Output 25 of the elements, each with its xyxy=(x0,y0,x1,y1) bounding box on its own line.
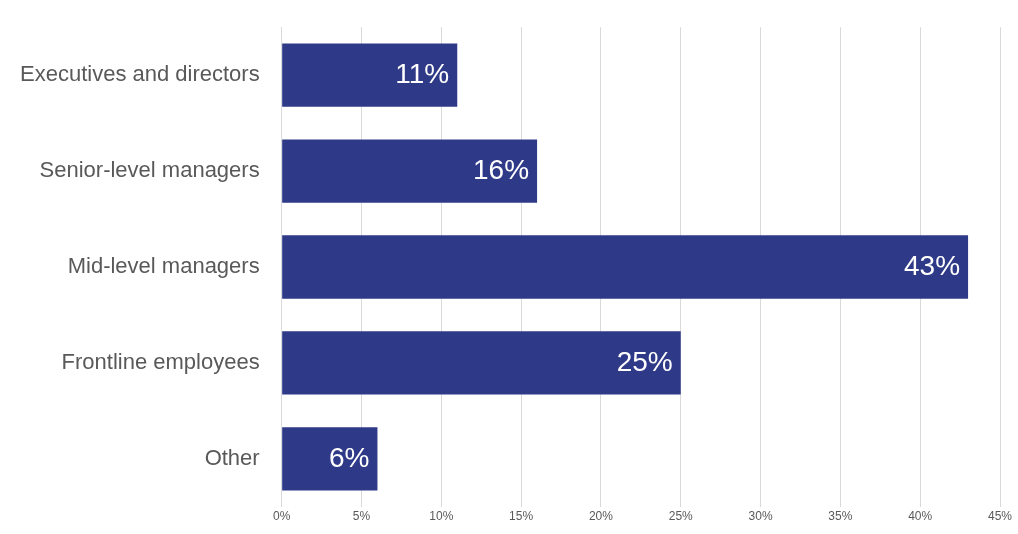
bar xyxy=(282,43,458,107)
bar xyxy=(282,235,969,299)
x-tick-label: 40% xyxy=(908,509,933,524)
x-tick-label: 20% xyxy=(588,509,614,524)
x-tick-label: 30% xyxy=(748,509,773,524)
data-label: 6% xyxy=(328,441,370,473)
y-tick-label: Executives and directors xyxy=(20,61,260,87)
y-tick-label: Frontline employees xyxy=(61,348,260,374)
data-label: 43% xyxy=(904,249,961,281)
x-tick-label: 35% xyxy=(828,509,853,524)
x-tick-label: 5% xyxy=(352,509,371,524)
bar xyxy=(282,331,681,395)
data-label: 16% xyxy=(473,153,530,185)
data-label: 11% xyxy=(395,57,450,89)
y-tick-label: Senior-level managers xyxy=(39,157,260,183)
bar xyxy=(282,139,538,203)
data-label: 25% xyxy=(616,345,673,377)
x-tick-label: 45% xyxy=(987,509,1013,524)
y-tick-label: Other xyxy=(204,444,260,470)
y-tick-label: Mid-level managers xyxy=(67,253,260,279)
x-tick-label: 0% xyxy=(273,509,291,524)
bar xyxy=(282,427,378,491)
x-tick-label: 10% xyxy=(429,509,454,524)
x-tick-label: 15% xyxy=(509,509,534,524)
x-tick-label: 25% xyxy=(668,509,694,524)
